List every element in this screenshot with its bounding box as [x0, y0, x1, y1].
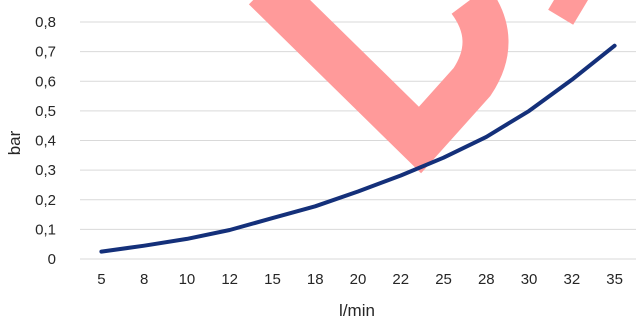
watermark — [248, 0, 588, 174]
watermark-letter-d — [248, 0, 509, 174]
y-tick-label: 0,2 — [35, 192, 56, 209]
y-tick-label: 0,5 — [35, 103, 56, 120]
y-axis-label: bar — [5, 130, 24, 155]
x-tick-label: 10 — [179, 271, 196, 288]
x-tick-label: 18 — [307, 271, 324, 288]
watermark-fragment — [548, 0, 588, 25]
x-tick-label: 35 — [606, 271, 623, 288]
y-tick-label: 0,6 — [35, 73, 56, 90]
x-tick-label: 28 — [478, 271, 495, 288]
x-tick-label: 30 — [521, 271, 538, 288]
x-tick-label: 8 — [140, 271, 148, 288]
y-tick-label: 0 — [48, 251, 56, 268]
y-tick-label: 0,8 — [35, 14, 56, 31]
y-tick-label: 0,3 — [35, 162, 56, 179]
y-tick-label: 0,7 — [35, 44, 56, 61]
x-tick-label: 32 — [564, 271, 581, 288]
x-axis-ticks: 5 8 10 12 15 18 20 22 25 28 30 32 35 — [97, 271, 623, 288]
x-tick-label: 22 — [392, 271, 409, 288]
x-tick-label: 12 — [221, 271, 238, 288]
series-layer — [99, 43, 617, 254]
x-tick-label: 20 — [350, 271, 367, 288]
x-tick-label: 25 — [435, 271, 452, 288]
x-axis-label: l/min — [339, 301, 375, 320]
y-tick-label: 0,4 — [35, 133, 56, 150]
y-axis-ticks: 0 0,1 0,2 0,3 0,4 0,5 0,6 0,7 0,8 — [35, 14, 56, 268]
y-tick-label: 0,1 — [35, 221, 56, 238]
x-tick-label: 15 — [264, 271, 281, 288]
x-tick-label: 5 — [97, 271, 105, 288]
